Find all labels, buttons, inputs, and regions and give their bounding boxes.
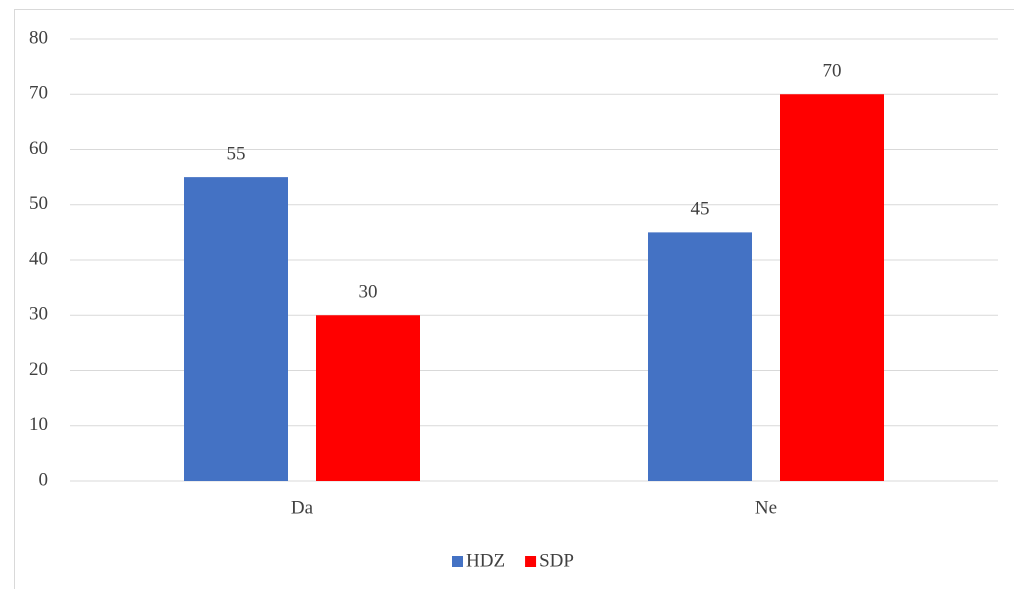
y-tick-label: 20 — [29, 359, 48, 380]
y-tick-label: 10 — [29, 414, 48, 435]
legend-swatch — [452, 556, 463, 567]
x-tick-label: Ne — [755, 497, 777, 518]
data-label: 30 — [359, 282, 378, 303]
y-tick-label: 40 — [29, 248, 48, 269]
bar — [648, 232, 752, 481]
y-tick-label: 50 — [29, 193, 48, 214]
bar — [184, 177, 288, 481]
x-tick-label: Da — [291, 497, 314, 518]
data-label: 55 — [227, 143, 246, 164]
bar — [316, 315, 420, 481]
legend-label: HDZ — [466, 550, 505, 571]
y-tick-label: 70 — [29, 83, 48, 104]
data-label: 70 — [823, 61, 842, 82]
bar — [780, 94, 884, 481]
legend-swatch — [525, 556, 537, 567]
legend-label: SDP — [539, 550, 574, 571]
y-tick-label: 0 — [39, 469, 49, 490]
data-label: 45 — [691, 199, 710, 220]
y-tick-label: 80 — [29, 27, 48, 48]
y-tick-label: 60 — [29, 138, 48, 159]
y-tick-label: 30 — [29, 304, 48, 325]
